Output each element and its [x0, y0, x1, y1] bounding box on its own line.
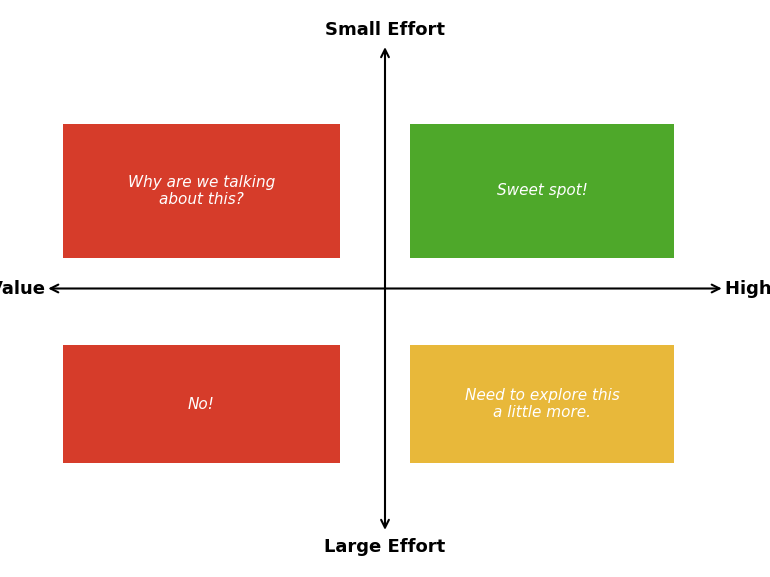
Text: High User Value: High User Value: [725, 279, 770, 298]
Text: Need to explore this
a little more.: Need to explore this a little more.: [465, 388, 620, 421]
Text: Sweet spot!: Sweet spot!: [497, 183, 588, 198]
Text: Why are we talking
about this?: Why are we talking about this?: [128, 175, 275, 207]
Text: No!: No!: [188, 396, 215, 411]
Text: Large Effort: Large Effort: [324, 538, 446, 556]
Text: Small Effort: Small Effort: [325, 21, 445, 39]
Text: Low User Value: Low User Value: [0, 279, 45, 298]
FancyBboxPatch shape: [63, 124, 340, 258]
FancyBboxPatch shape: [410, 345, 675, 463]
FancyBboxPatch shape: [63, 345, 340, 463]
FancyBboxPatch shape: [410, 124, 675, 258]
